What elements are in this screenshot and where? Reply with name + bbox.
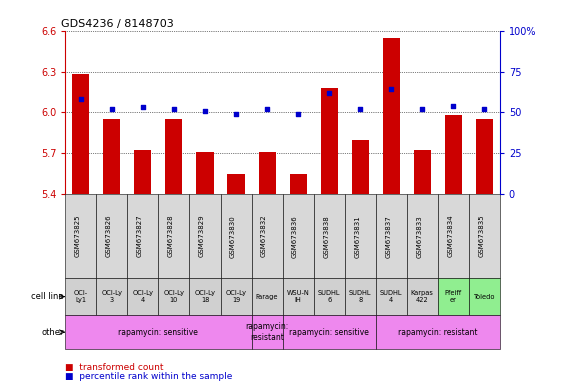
Bar bbox=[228, 174, 245, 194]
Bar bbox=[290, 174, 307, 194]
Bar bbox=[476, 119, 493, 194]
Text: rapamycin:
resistant: rapamycin: resistant bbox=[245, 323, 289, 342]
Point bbox=[201, 108, 210, 114]
Bar bbox=[220, 278, 252, 315]
Point bbox=[449, 103, 458, 109]
Text: rapamycin: sensitive: rapamycin: sensitive bbox=[289, 328, 369, 337]
Bar bbox=[352, 139, 369, 194]
Text: GSM673828: GSM673828 bbox=[168, 215, 174, 258]
Bar bbox=[375, 315, 500, 349]
Text: GSM673831: GSM673831 bbox=[354, 215, 360, 258]
Text: WSU-N
IH: WSU-N IH bbox=[287, 290, 310, 303]
Bar bbox=[252, 278, 283, 315]
Bar bbox=[72, 74, 89, 194]
Point bbox=[262, 106, 272, 112]
Text: Toledo: Toledo bbox=[474, 294, 495, 300]
Text: OCI-
Ly1: OCI- Ly1 bbox=[74, 290, 88, 303]
Bar bbox=[407, 194, 438, 278]
Point bbox=[76, 96, 85, 103]
Text: GSM673827: GSM673827 bbox=[137, 215, 143, 258]
Text: Karpas
422: Karpas 422 bbox=[411, 290, 434, 303]
Text: GSM673830: GSM673830 bbox=[230, 215, 236, 258]
Text: GDS4236 / 8148703: GDS4236 / 8148703 bbox=[61, 18, 174, 28]
Bar bbox=[469, 194, 500, 278]
Text: SUDHL
6: SUDHL 6 bbox=[318, 290, 340, 303]
Text: OCI-Ly
10: OCI-Ly 10 bbox=[164, 290, 185, 303]
Bar bbox=[314, 278, 345, 315]
Bar bbox=[252, 194, 283, 278]
Bar bbox=[97, 194, 127, 278]
Bar bbox=[158, 278, 190, 315]
Text: GSM673837: GSM673837 bbox=[385, 215, 391, 258]
Point bbox=[139, 104, 148, 111]
Point bbox=[294, 111, 303, 117]
Bar bbox=[283, 278, 314, 315]
Bar bbox=[127, 194, 158, 278]
Bar bbox=[65, 315, 252, 349]
Bar bbox=[438, 278, 469, 315]
Bar bbox=[65, 278, 97, 315]
Text: GSM673838: GSM673838 bbox=[323, 215, 329, 258]
Bar bbox=[314, 194, 345, 278]
Text: GSM673834: GSM673834 bbox=[447, 215, 453, 258]
Point bbox=[387, 86, 396, 93]
Bar bbox=[135, 151, 152, 194]
Text: other: other bbox=[41, 328, 64, 337]
Bar bbox=[345, 194, 375, 278]
Bar bbox=[375, 278, 407, 315]
Text: GSM673835: GSM673835 bbox=[478, 215, 485, 258]
Text: Pfeiff
er: Pfeiff er bbox=[445, 290, 462, 303]
Point bbox=[356, 106, 365, 112]
Bar bbox=[127, 278, 158, 315]
Text: OCI-Ly
3: OCI-Ly 3 bbox=[101, 290, 122, 303]
Bar bbox=[65, 194, 97, 278]
Text: cell line: cell line bbox=[31, 292, 64, 301]
Text: Farage: Farage bbox=[256, 294, 278, 300]
Bar bbox=[283, 315, 375, 349]
Text: OCI-Ly
18: OCI-Ly 18 bbox=[194, 290, 215, 303]
Bar bbox=[283, 194, 314, 278]
Text: GSM673833: GSM673833 bbox=[416, 215, 422, 258]
Bar bbox=[190, 194, 220, 278]
Text: ■  transformed count: ■ transformed count bbox=[65, 363, 164, 372]
Bar bbox=[445, 115, 462, 194]
Point bbox=[417, 106, 427, 112]
Point bbox=[324, 90, 333, 96]
Text: SUDHL
4: SUDHL 4 bbox=[380, 290, 403, 303]
Text: rapamycin: sensitive: rapamycin: sensitive bbox=[119, 328, 198, 337]
Text: OCI-Ly
19: OCI-Ly 19 bbox=[225, 290, 247, 303]
Point bbox=[169, 106, 178, 112]
Bar bbox=[252, 315, 283, 349]
Text: GSM673832: GSM673832 bbox=[261, 215, 267, 258]
Bar bbox=[190, 278, 220, 315]
Bar bbox=[158, 194, 190, 278]
Point bbox=[232, 111, 241, 117]
Text: rapamycin: resistant: rapamycin: resistant bbox=[398, 328, 478, 337]
Bar bbox=[220, 194, 252, 278]
Text: OCI-Ly
4: OCI-Ly 4 bbox=[132, 290, 153, 303]
Bar bbox=[375, 194, 407, 278]
Bar bbox=[258, 152, 275, 194]
Bar bbox=[97, 278, 127, 315]
Text: GSM673829: GSM673829 bbox=[199, 215, 205, 258]
Bar bbox=[345, 278, 375, 315]
Point bbox=[107, 106, 116, 112]
Text: GSM673826: GSM673826 bbox=[106, 215, 112, 258]
Text: ■  percentile rank within the sample: ■ percentile rank within the sample bbox=[65, 372, 233, 381]
Bar bbox=[414, 151, 431, 194]
Bar bbox=[407, 278, 438, 315]
Text: GSM673836: GSM673836 bbox=[292, 215, 298, 258]
Bar bbox=[103, 119, 120, 194]
Text: SUDHL
8: SUDHL 8 bbox=[349, 290, 371, 303]
Bar bbox=[197, 152, 214, 194]
Bar bbox=[165, 119, 182, 194]
Bar bbox=[383, 38, 400, 194]
Text: GSM673825: GSM673825 bbox=[75, 215, 81, 257]
Bar bbox=[438, 194, 469, 278]
Bar bbox=[469, 278, 500, 315]
Bar bbox=[320, 88, 337, 194]
Point bbox=[480, 106, 489, 112]
